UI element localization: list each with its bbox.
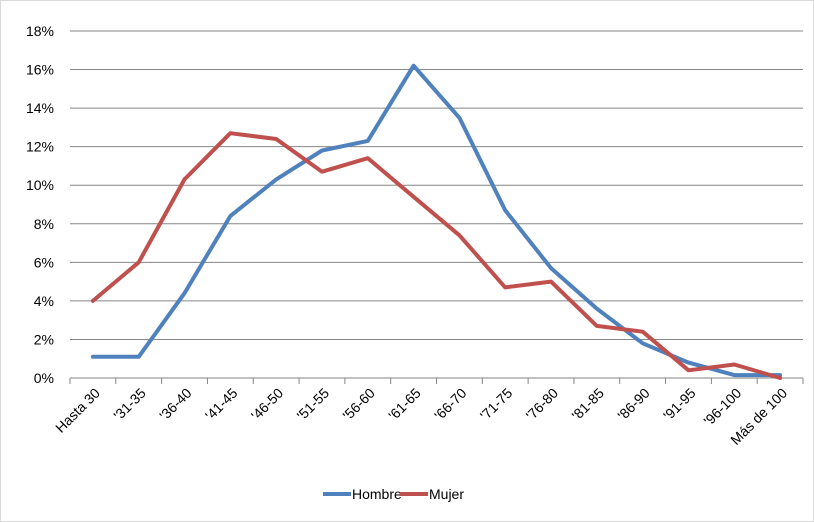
series-lines <box>90 63 783 380</box>
y-tick-label: 16% <box>26 62 54 78</box>
x-tick-label: '91-95 <box>660 385 699 424</box>
y-tick-label: 4% <box>34 293 54 309</box>
series-line-mujer <box>90 131 783 380</box>
y-tick-label: 12% <box>26 139 54 155</box>
y-tick-label: 10% <box>26 177 54 193</box>
x-tick-label: '76-80 <box>523 385 562 424</box>
x-tick-label: '56-60 <box>339 385 378 424</box>
x-axis: Hasta 30'31-35'36-40'41-45'46-50'51-55'5… <box>52 377 804 448</box>
x-tick-label: '46-50 <box>248 385 287 424</box>
legend-label: Mujer <box>429 486 464 502</box>
y-tick-label: 0% <box>34 370 54 386</box>
x-tick-label: '96-100 <box>700 385 744 429</box>
x-tick-label: Hasta 30 <box>52 385 103 436</box>
y-tick-label: 18% <box>26 23 54 39</box>
y-tick-label: 6% <box>34 254 54 270</box>
legend: Hombre Mujer <box>323 486 464 502</box>
y-tick-label: 8% <box>34 216 54 232</box>
x-tick-label: '51-55 <box>294 385 333 424</box>
gridlines <box>70 30 803 340</box>
y-axis-ticks: 0% 2% 4% 6% 8% 10% 12% 14% 16% 18% <box>26 23 54 386</box>
x-tick-label: '81-85 <box>568 385 607 424</box>
x-tick-label: '66-70 <box>431 385 470 424</box>
y-tick-label: 2% <box>34 331 54 347</box>
x-tick-label: '86-90 <box>614 385 653 424</box>
y-tick-label: 14% <box>26 100 54 116</box>
x-tick-label: '71-75 <box>477 385 516 424</box>
legend-label: Hombre <box>352 486 402 502</box>
x-tick-label: '61-65 <box>385 385 424 424</box>
x-tick-label: '36-40 <box>156 385 195 424</box>
series-line-hombre <box>90 63 783 378</box>
x-tick-label: '31-35 <box>110 385 149 424</box>
x-tick-label: '41-45 <box>202 385 241 424</box>
